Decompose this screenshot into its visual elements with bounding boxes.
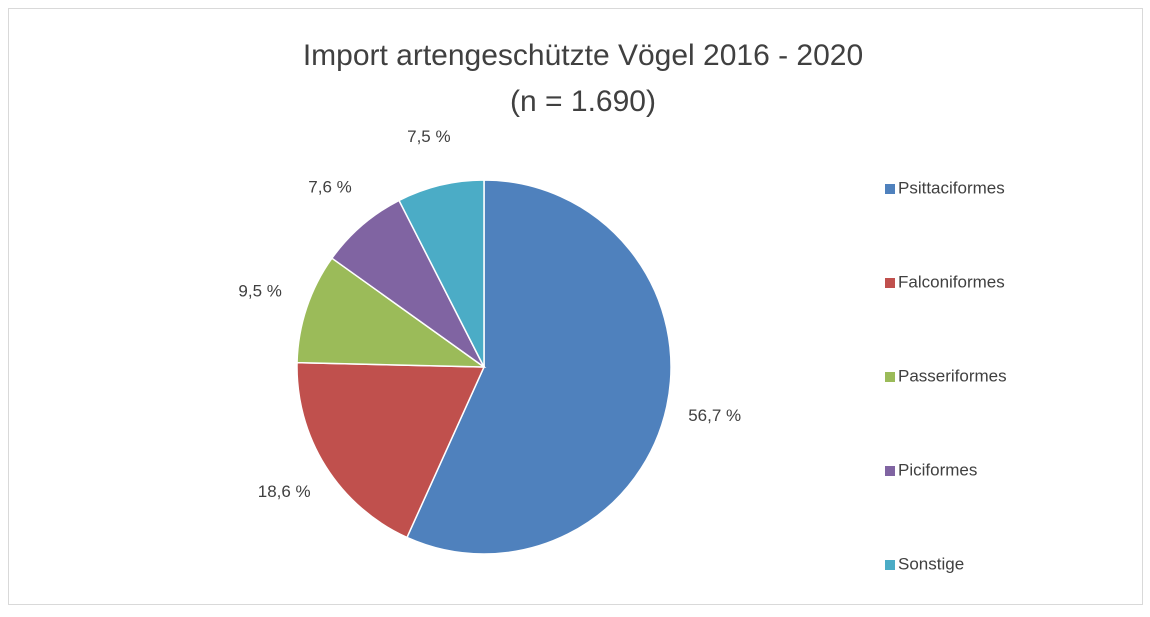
legend-label: Falconiformes [898, 272, 1005, 291]
pie-slice [405, 179, 672, 555]
data-label: 7,6 % [308, 178, 351, 197]
legend-swatch [885, 184, 895, 194]
legend-label: Psittaciformes [898, 178, 1005, 197]
data-label: 18,6 % [258, 482, 311, 501]
legend-label: Passeriformes [898, 366, 1007, 385]
legend-swatch [885, 466, 895, 476]
legend-swatch [885, 278, 895, 288]
legend-label: Sonstige [898, 554, 964, 573]
pie-slice [296, 361, 486, 539]
pie-slice [296, 257, 487, 368]
data-label: 56,7 % [688, 406, 741, 425]
legend-swatch [885, 372, 895, 382]
data-label: 7,5 % [407, 127, 450, 146]
data-label: 9,5 % [238, 282, 281, 301]
pie-slice [398, 179, 485, 368]
legend-swatch [885, 560, 895, 570]
legend-label: Piciformes [898, 460, 977, 479]
chart-title: Import artengeschützte Vögel 2016 - 2020 [303, 39, 863, 72]
chart-subtitle: (n = 1.690) [510, 85, 656, 118]
